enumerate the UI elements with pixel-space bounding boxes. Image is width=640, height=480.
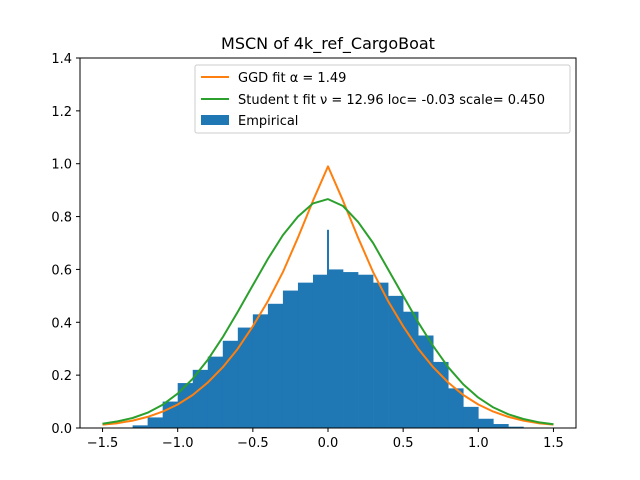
- histogram-bar: [463, 406, 479, 428]
- student-t-fit-line: [102, 198, 554, 426]
- histogram-bar: [358, 274, 374, 428]
- x-tick-label: 1.5: [543, 436, 564, 451]
- y-tick-label: 1.4: [51, 52, 72, 67]
- y-tick-label: 0.0: [51, 422, 72, 437]
- x-tick-label: 0.0: [318, 436, 339, 451]
- legend-label-empirical: Empirical: [238, 114, 298, 129]
- histogram-bar: [433, 361, 449, 428]
- legend-swatch-empirical: [201, 115, 229, 125]
- fit-lines: [102, 165, 554, 426]
- histogram-bar: [132, 425, 148, 428]
- y-tick-label: 1.2: [51, 105, 72, 120]
- x-tick-label: −0.5: [237, 436, 269, 451]
- histogram-bar: [177, 383, 194, 428]
- histogram-bar: [192, 369, 209, 428]
- histogram-bar: [388, 295, 404, 428]
- x-tick-label: −1.5: [87, 436, 119, 451]
- ggd-fit-line: [102, 165, 554, 426]
- x-tick-label: 0.5: [393, 436, 414, 451]
- histogram-bar: [327, 229, 329, 428]
- histogram-bar: [297, 282, 314, 428]
- histogram-bar: [373, 282, 389, 428]
- y-tick-label: 1.0: [51, 158, 72, 173]
- x-tick-label: −1.0: [162, 436, 194, 451]
- histogram-bar: [418, 335, 434, 428]
- histogram-bar: [343, 272, 359, 428]
- histogram-bar: [403, 311, 419, 428]
- legend-frame: [194, 64, 571, 134]
- histogram-bar: [282, 290, 299, 428]
- histogram-bar: [237, 327, 254, 428]
- histogram-bar: [493, 424, 509, 428]
- histogram-bar: [448, 388, 464, 428]
- y-tick-label: 0.4: [51, 316, 72, 331]
- histogram-bar: [508, 426, 524, 428]
- histogram-bar: [207, 356, 224, 428]
- legend: GGD fit α = 1.49 Student t fit ν = 12.96…: [194, 64, 571, 134]
- histogram-bar: [312, 274, 329, 428]
- x-tick-label: 1.0: [468, 436, 489, 451]
- histogram-bar: [162, 401, 178, 428]
- axes: −1.5 −1.0 −0.5 0.0 0.5 1.0 1.5 0.0 0.2 0.4 0.6 0.8 1…: [51, 52, 577, 451]
- histogram-bar: [328, 269, 344, 428]
- chart-title: MSCN of 4k_ref_CargoBoat: [221, 34, 435, 54]
- y-tick-label: 0.6: [51, 263, 72, 278]
- histogram-bar: [222, 340, 239, 428]
- histogram-bar: [252, 314, 269, 428]
- y-tick-label: 0.2: [51, 369, 72, 384]
- histogram-bar: [147, 417, 163, 428]
- legend-label-ggd: GGD fit α = 1.49: [238, 71, 346, 86]
- histogram-bar: [478, 418, 494, 428]
- y-tick-label: 0.8: [51, 211, 72, 226]
- legend-label-student-t: Student t fit ν = 12.96 loc= -0.03 scale…: [238, 93, 545, 108]
- histogram-bar: [267, 303, 284, 428]
